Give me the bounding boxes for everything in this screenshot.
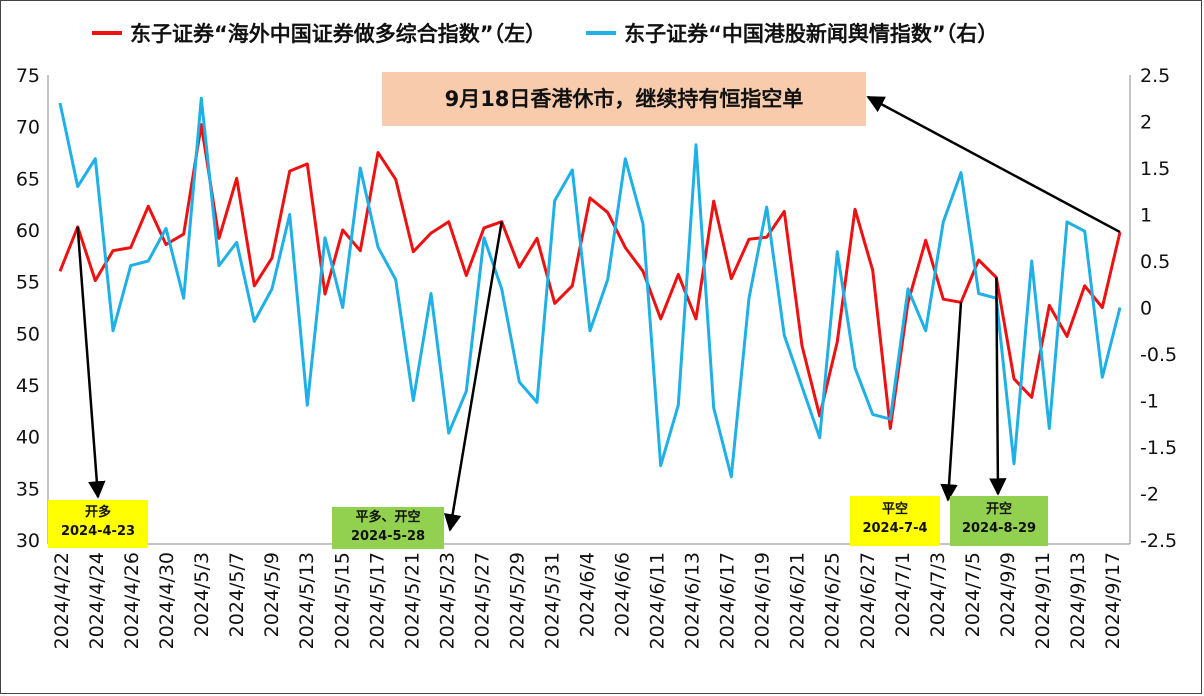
- left-tick-label: 35: [16, 478, 40, 500]
- left-tick-label: 55: [16, 272, 40, 294]
- left-tick-label: 40: [16, 427, 40, 449]
- note-close-long-open-short-action: 平多、开空: [355, 510, 421, 525]
- x-tick-label: 2024/5/9: [261, 552, 283, 637]
- right-tick-label: -1.5: [1140, 437, 1177, 459]
- x-tick-label: 2024/5/23: [436, 552, 458, 649]
- x-tick-label: 2024/9/9: [997, 552, 1019, 637]
- note-open-short-date: 2024-8-29: [961, 521, 1037, 536]
- x-tick-label: 2024/5/29: [506, 552, 528, 649]
- series-line-long-index: [58, 123, 1122, 430]
- x-tick-label: 2024/7/1: [892, 552, 914, 637]
- legend: 东子证券“海外中国证券做多综合指数”（左） 东子证券“中国港股新闻舆情指数”（右…: [92, 18, 998, 48]
- legend-item-sentiment-index: 东子证券“中国港股新闻舆情指数”（右）: [586, 18, 998, 48]
- note-close-long-open-short-date: 2024-5-28: [350, 529, 426, 544]
- right-tick-label: 1: [1140, 205, 1152, 227]
- legend-swatch-blue: [586, 31, 617, 35]
- x-tick-label: 2024/5/7: [226, 552, 248, 637]
- x-tick-label: 2024/4/30: [156, 552, 178, 649]
- x-tick-label: 2024/6/17: [717, 552, 739, 649]
- top-note-text: 9月18日香港休市，继续持有恒指空单: [444, 87, 804, 111]
- left-tick-label: 70: [16, 117, 40, 139]
- right-tick-label: 2: [1140, 112, 1152, 134]
- left-tick-label: 75: [16, 65, 40, 87]
- x-tick-label: 2024/9/17: [1102, 552, 1124, 649]
- right-tick-label: -2: [1140, 484, 1159, 506]
- x-tick-label: 2024/7/5: [962, 552, 984, 637]
- right-tick-label: -0.5: [1140, 344, 1177, 366]
- note-open-long-date: 2024-4-23: [60, 524, 136, 539]
- x-tick-label: 2024/5/15: [331, 552, 353, 649]
- x-tick-label: 2024/4/26: [121, 552, 143, 649]
- x-tick-label: 2024/6/27: [857, 552, 879, 649]
- x-tick-label: 2024/5/27: [471, 552, 493, 649]
- arrow-close-short: [940, 302, 963, 502]
- x-tick-label: 2024/6/11: [647, 552, 669, 649]
- note-open-long-action: 开多: [84, 505, 111, 520]
- x-tick-label: 2024/5/31: [541, 552, 563, 649]
- note-open-short: 开空 2024-8-29: [950, 496, 1048, 546]
- x-tick-label: 2024/6/19: [752, 552, 774, 649]
- legend-label-long-index: 东子证券“海外中国证券做多综合指数”（左）: [130, 22, 547, 46]
- x-tick-label: 2024/5/13: [296, 552, 318, 649]
- right-tick-label: -1: [1140, 391, 1159, 413]
- note-close-short-action: 平空: [881, 502, 908, 517]
- note-open-short-action: 开空: [985, 502, 1012, 517]
- x-tick-label: 2024/6/25: [822, 552, 844, 649]
- top-note-box: 9月18日香港休市，继续持有恒指空单: [382, 72, 866, 126]
- right-tick-label: -2.5: [1140, 530, 1177, 552]
- x-tick-label: 2024/6/21: [787, 552, 809, 649]
- note-open-long: 开多 2024-4-23: [48, 500, 148, 548]
- right-tick-label: 0.5: [1140, 251, 1170, 273]
- right-tick-label: 0: [1140, 298, 1152, 320]
- left-tick-label: 60: [16, 220, 40, 242]
- legend-item-long-index: 东子证券“海外中国证券做多综合指数”（左）: [92, 18, 546, 48]
- left-tick-label: 65: [16, 168, 40, 190]
- x-tick-label: 2024/4/22: [51, 552, 73, 649]
- right-tick-label: 2.5: [1140, 65, 1170, 87]
- arrow-open-long: [76, 226, 106, 499]
- left-tick-label: 50: [16, 323, 40, 345]
- arrow-close-long-open-short: [443, 221, 503, 532]
- x-tick-label: 2024/6/6: [612, 552, 634, 637]
- x-tick-label: 2024/5/17: [366, 552, 388, 649]
- arrow-top-note: [866, 95, 1121, 234]
- series-line-sentiment-index: [58, 96, 1122, 479]
- note-close-short-date: 2024-7-4: [862, 521, 928, 536]
- left-tick-label: 30: [16, 530, 40, 552]
- x-tick-label: 2024/5/3: [191, 552, 213, 637]
- x-tick-label: 2024/9/13: [1067, 552, 1089, 649]
- x-tick-label: 2024/5/21: [401, 552, 423, 649]
- right-tick-label: 1.5: [1140, 158, 1170, 180]
- legend-label-sentiment-index: 东子证券“中国港股新闻舆情指数”（右）: [624, 22, 999, 46]
- x-tick-label: 2024/9/11: [1032, 552, 1054, 649]
- legend-swatch-red: [92, 31, 122, 35]
- x-tick-label: 2024/6/4: [577, 552, 599, 637]
- x-tick-label: 2024/6/13: [682, 552, 704, 649]
- x-tick-label: 2024/4/24: [86, 552, 108, 649]
- arrow-open-short: [989, 277, 1007, 496]
- x-tick-label: 2024/7/3: [927, 552, 949, 637]
- note-close-long-open-short: 平多、开空 2024-5-28: [332, 507, 444, 549]
- left-tick-label: 45: [16, 375, 40, 397]
- note-close-short: 平空 2024-7-4: [850, 496, 940, 546]
